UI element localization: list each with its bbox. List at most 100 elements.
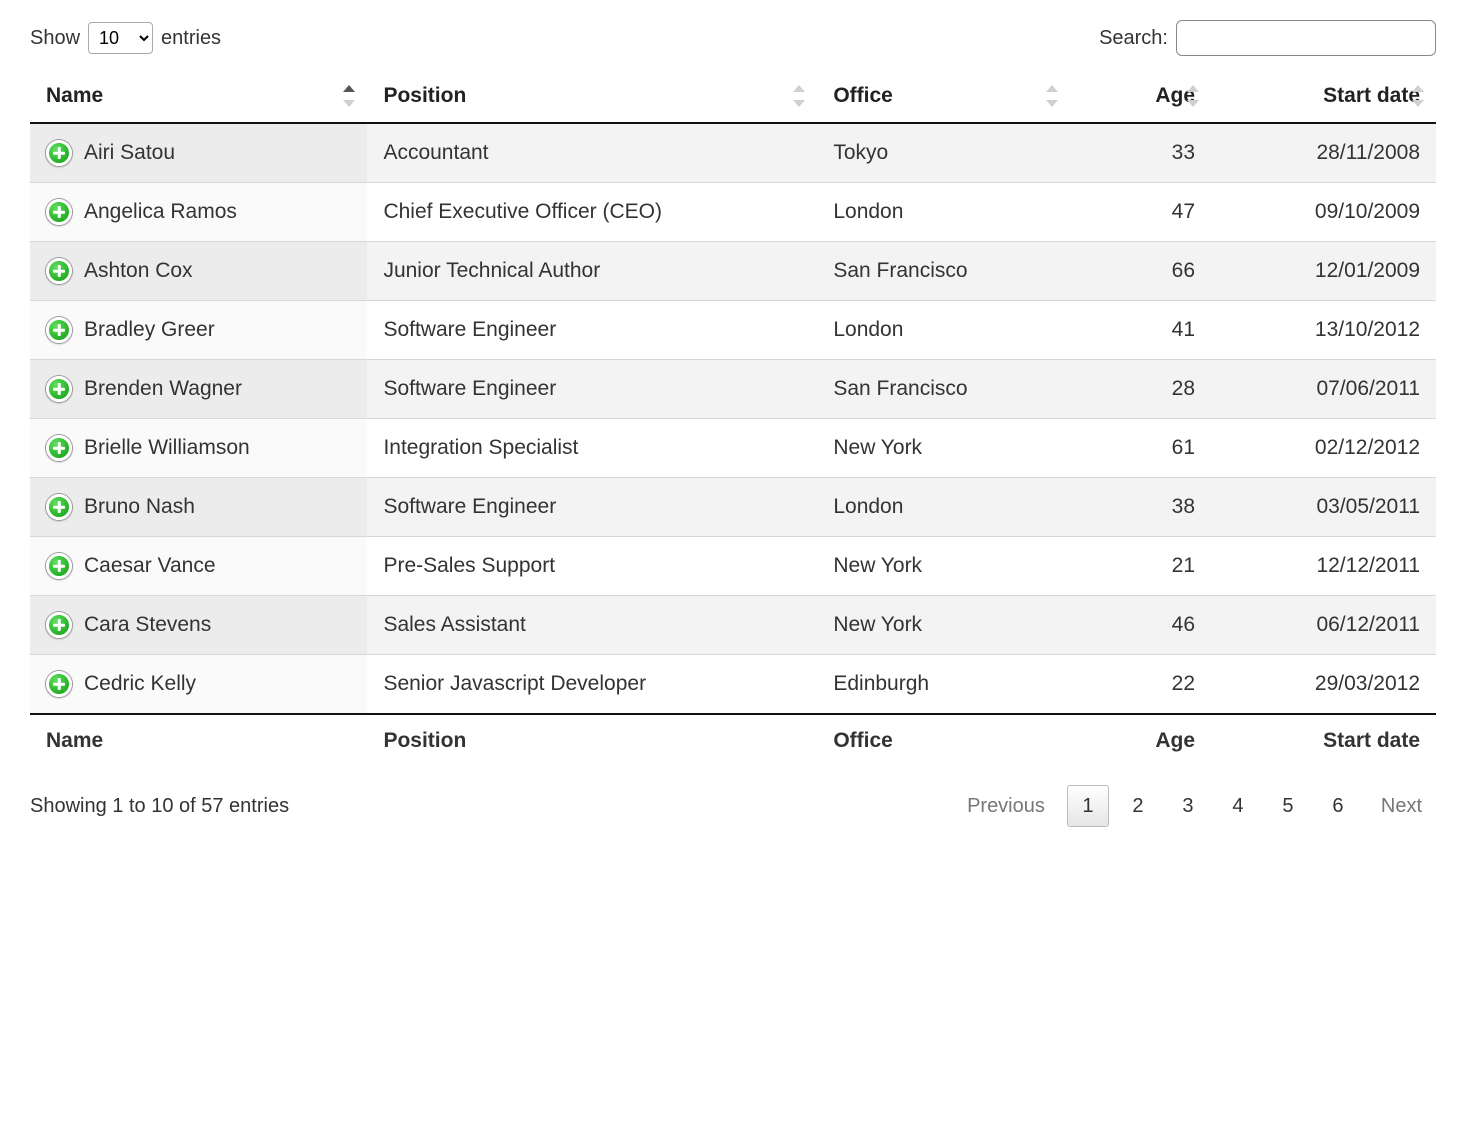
- cell-age: 21: [1070, 537, 1211, 596]
- cell-age: 41: [1070, 301, 1211, 360]
- length-select[interactable]: 102550100: [88, 22, 153, 54]
- cell-name: Brenden Wagner: [30, 360, 367, 418]
- table-footer-controls: Showing 1 to 10 of 57 entries Previous12…: [30, 785, 1436, 827]
- cell-name-text: Brielle Williamson: [84, 436, 250, 460]
- table-info: Showing 1 to 10 of 57 entries: [30, 795, 289, 818]
- expand-row-icon[interactable]: [46, 376, 72, 402]
- cell-start_date: 12/01/2009: [1211, 242, 1436, 301]
- paginate-page-3[interactable]: 3: [1167, 785, 1209, 827]
- table-body: Airi SatouAccountantTokyo3328/11/2008Ang…: [30, 123, 1436, 714]
- cell-position: Integration Specialist: [367, 419, 817, 478]
- cell-age: 47: [1070, 183, 1211, 242]
- cell-start_date: 28/11/2008: [1211, 123, 1436, 183]
- table-row: Angelica RamosChief Executive Officer (C…: [30, 183, 1436, 242]
- sort-icon: [1187, 85, 1201, 107]
- cell-name-text: Bruno Nash: [84, 495, 195, 519]
- cell-office: Tokyo: [817, 123, 1070, 183]
- paginate-page-4[interactable]: 4: [1217, 785, 1259, 827]
- expand-row-icon[interactable]: [46, 317, 72, 343]
- table-row: Caesar VancePre-Sales SupportNew York211…: [30, 537, 1436, 596]
- paginate-page-2[interactable]: 2: [1117, 785, 1159, 827]
- column-header-name[interactable]: Name: [30, 70, 367, 123]
- expand-row-icon[interactable]: [46, 199, 72, 225]
- cell-office: Edinburgh: [817, 655, 1070, 715]
- cell-position: Software Engineer: [367, 360, 817, 419]
- column-footer-start_date: Start date: [1211, 714, 1436, 767]
- search-control: Search:: [1099, 20, 1436, 56]
- sort-icon: [1046, 85, 1060, 107]
- cell-age: 61: [1070, 419, 1211, 478]
- cell-start_date: 13/10/2012: [1211, 301, 1436, 360]
- cell-age: 28: [1070, 360, 1211, 419]
- cell-office: New York: [817, 537, 1070, 596]
- cell-name: Bruno Nash: [30, 478, 367, 536]
- cell-position: Software Engineer: [367, 478, 817, 537]
- cell-name-text: Ashton Cox: [84, 259, 193, 283]
- column-header-label: Name: [46, 84, 103, 107]
- length-suffix: entries: [161, 27, 221, 50]
- cell-name-text: Caesar Vance: [84, 554, 216, 578]
- table-row: Airi SatouAccountantTokyo3328/11/2008: [30, 123, 1436, 183]
- column-header-office[interactable]: Office: [817, 70, 1070, 123]
- table-controls: Show 102550100 entries Search:: [30, 20, 1436, 56]
- cell-office: London: [817, 183, 1070, 242]
- cell-age: 46: [1070, 596, 1211, 655]
- cell-name: Airi Satou: [30, 124, 367, 182]
- data-table: NamePositionOfficeAgeStart date Airi Sat…: [30, 70, 1436, 767]
- column-header-start_date[interactable]: Start date: [1211, 70, 1436, 123]
- pagination: Previous123456Next: [953, 785, 1436, 827]
- column-header-label: Position: [383, 84, 466, 107]
- table-row: Brielle Williamson Integration Specialist…: [30, 419, 1436, 478]
- cell-name-text: Angelica Ramos: [84, 200, 237, 224]
- table-row: Cara Stevens Sales AssistantNew York4606/…: [30, 596, 1436, 655]
- column-header-age[interactable]: Age: [1070, 70, 1211, 123]
- cell-start_date: 07/06/2011: [1211, 360, 1436, 419]
- length-control: Show 102550100 entries: [30, 22, 221, 54]
- cell-position: Junior Technical Author: [367, 242, 817, 301]
- cell-position: Senior Javascript Developer: [367, 655, 817, 715]
- sort-icon: [1412, 85, 1426, 107]
- cell-office: London: [817, 301, 1070, 360]
- expand-row-icon[interactable]: [46, 258, 72, 284]
- cell-position: Sales Assistant: [367, 596, 817, 655]
- expand-row-icon[interactable]: [46, 671, 72, 697]
- cell-name-text: Bradley Greer: [84, 318, 215, 342]
- expand-row-icon[interactable]: [46, 435, 72, 461]
- paginate-previous[interactable]: Previous: [953, 785, 1059, 827]
- cell-name-text: Brenden Wagner: [84, 377, 242, 401]
- column-header-position[interactable]: Position: [367, 70, 817, 123]
- cell-name: Ashton Cox: [30, 242, 367, 300]
- cell-name: Cedric Kelly: [30, 655, 367, 713]
- expand-row-icon[interactable]: [46, 553, 72, 579]
- cell-office: New York: [817, 596, 1070, 655]
- paginate-next[interactable]: Next: [1367, 785, 1436, 827]
- search-input[interactable]: [1176, 20, 1436, 56]
- cell-name-text: Cedric Kelly: [84, 672, 196, 696]
- column-footer-position: Position: [367, 714, 817, 767]
- cell-name: Brielle Williamson: [30, 419, 367, 477]
- cell-name: Angelica Ramos: [30, 183, 367, 241]
- cell-office: London: [817, 478, 1070, 537]
- cell-name-text: Airi Satou: [84, 141, 175, 165]
- paginate-page-1[interactable]: 1: [1067, 785, 1109, 827]
- paginate-page-6[interactable]: 6: [1317, 785, 1359, 827]
- cell-start_date: 09/10/2009: [1211, 183, 1436, 242]
- table-footer-row: NamePositionOfficeAgeStart date: [30, 714, 1436, 767]
- table-row: Cedric Kelly Senior Javascript DeveloperE…: [30, 655, 1436, 715]
- column-footer-office: Office: [817, 714, 1070, 767]
- cell-start_date: 03/05/2011: [1211, 478, 1436, 537]
- column-footer-age: Age: [1070, 714, 1211, 767]
- paginate-page-5[interactable]: 5: [1267, 785, 1309, 827]
- cell-office: San Francisco: [817, 242, 1070, 301]
- cell-position: Accountant: [367, 123, 817, 183]
- cell-age: 66: [1070, 242, 1211, 301]
- cell-name-text: Cara Stevens: [84, 613, 211, 637]
- expand-row-icon[interactable]: [46, 140, 72, 166]
- table-row: Ashton Cox Junior Technical AuthorSan Fra…: [30, 242, 1436, 301]
- cell-position: Software Engineer: [367, 301, 817, 360]
- cell-start_date: 06/12/2011: [1211, 596, 1436, 655]
- column-header-label: Office: [833, 84, 893, 107]
- expand-row-icon[interactable]: [46, 612, 72, 638]
- expand-row-icon[interactable]: [46, 494, 72, 520]
- cell-name: Cara Stevens: [30, 596, 367, 654]
